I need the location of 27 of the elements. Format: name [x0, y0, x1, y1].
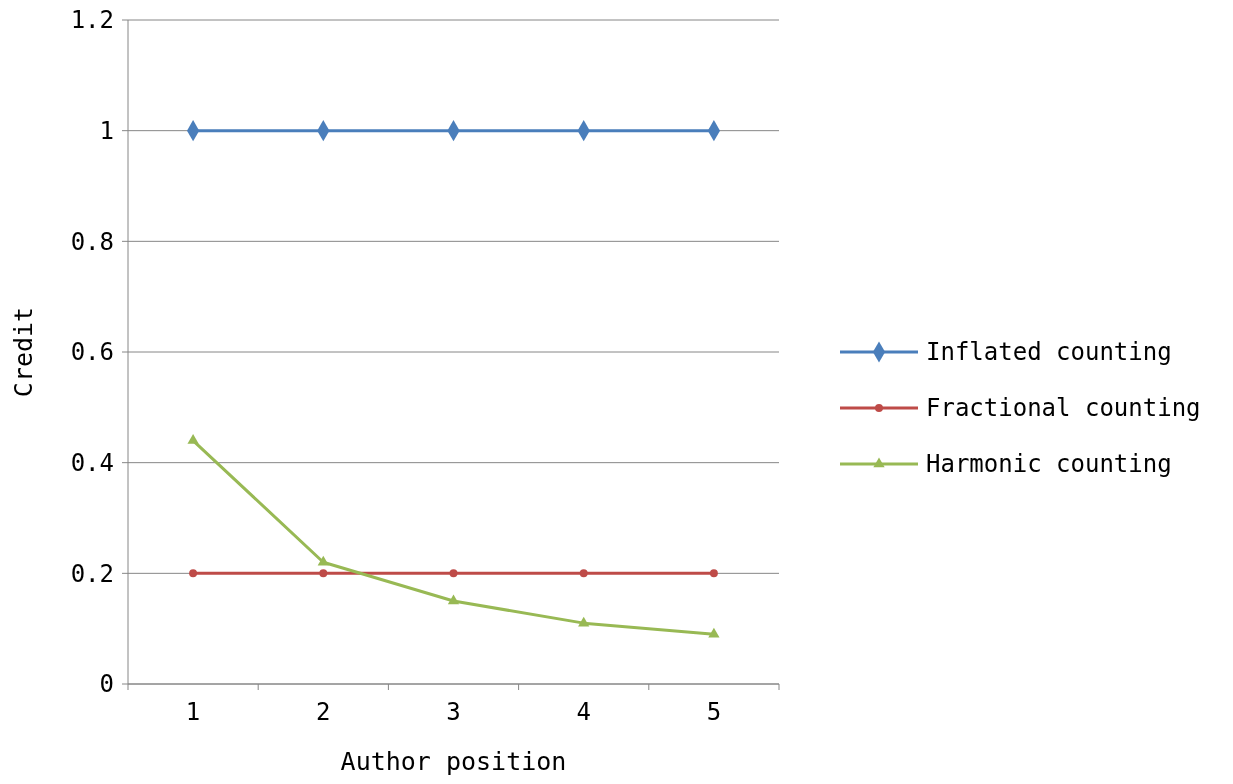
y-axis-title: Credit [9, 306, 38, 398]
point [447, 594, 460, 605]
x-tick-label: 3 [446, 698, 461, 726]
y-tick-label: 1 [99, 117, 114, 146]
y-tick-label: 0.8 [70, 227, 114, 256]
legend-label: Harmonic counting [926, 450, 1172, 479]
point [187, 434, 199, 444]
y-tick-label: 0.6 [70, 338, 114, 367]
point [709, 569, 718, 578]
y-tick-label: 1.2 [70, 6, 114, 35]
x-tick-label: 4 [576, 698, 591, 726]
y-tick-label: 0.2 [70, 559, 114, 588]
y-tick-label: 0 [99, 670, 114, 699]
y-tick-label: 0.4 [70, 449, 114, 478]
point [317, 555, 329, 566]
point [449, 569, 458, 578]
x-tick-label: 2 [316, 698, 331, 726]
legend-label: Inflated counting [926, 338, 1172, 367]
legend-label: Fractional counting [926, 394, 1201, 423]
point [189, 569, 198, 578]
point [579, 569, 588, 578]
point [708, 627, 720, 638]
x-axis-title: Author position [340, 747, 567, 776]
point [319, 569, 328, 578]
x-tick-label: 5 [706, 698, 722, 726]
x-tick-label: 1 [185, 698, 201, 726]
point [578, 616, 590, 627]
